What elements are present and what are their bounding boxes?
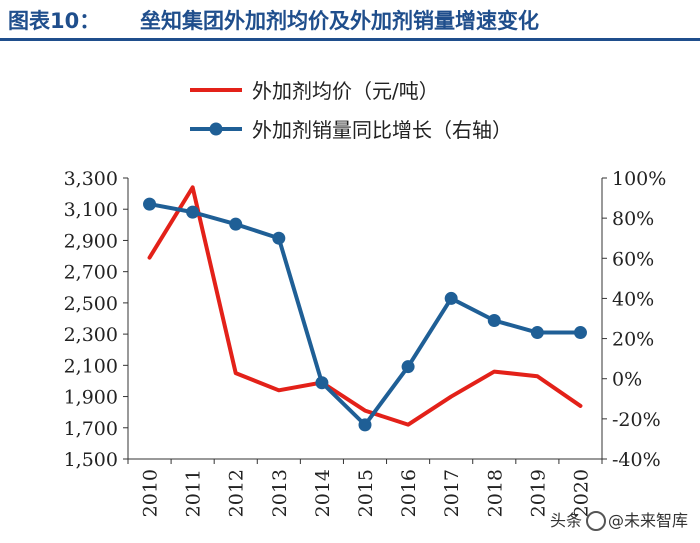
watermark-logo-icon [585, 511, 606, 531]
growth-data-point [272, 231, 286, 245]
x-tick-label: 2011 [183, 469, 205, 517]
right-tick-label: 100% [612, 168, 666, 190]
right-tick-label: 20% [612, 329, 654, 351]
growth-data-point [530, 326, 544, 340]
growth-data-point [401, 360, 415, 374]
series-line-price [147, 185, 583, 427]
watermark-prefix: 头条 [549, 510, 582, 530]
x-tick-label: 2014 [312, 469, 334, 517]
left-tick-label: 2,300 [64, 324, 118, 346]
legend-price-label: 外加剂均价（元/吨） [252, 79, 439, 103]
growth-data-point [229, 217, 243, 231]
figure-title: 垒知集团外加剂均价及外加剂销量增速变化 [140, 9, 539, 33]
left-tick-label: 1,700 [64, 418, 118, 440]
left-tick-label: 2,500 [64, 293, 118, 315]
left-tick-label: 3,100 [64, 199, 118, 221]
x-tick-label: 2017 [441, 469, 463, 517]
left-tick-label: 2,100 [64, 355, 118, 377]
left-tick-label: 2,900 [64, 230, 118, 252]
right-tick-label: -20% [612, 409, 661, 431]
growth-data-point [358, 418, 372, 432]
x-tick-label: 2010 [140, 469, 162, 517]
left-tick-label: 1,500 [64, 449, 118, 471]
legend-growth-label: 外加剂销量同比增长（右轴） [252, 118, 512, 142]
right-tick-label: 40% [612, 288, 654, 310]
figure-header: 图表10： 垒知集团外加剂均价及外加剂销量增速变化 [0, 0, 700, 40]
growth-data-point [444, 291, 458, 305]
x-tick-label: 2015 [355, 469, 377, 517]
right-tick-label: 60% [612, 248, 654, 270]
left-tick-label: 1,900 [64, 387, 118, 409]
growth-data-point [573, 326, 587, 340]
x-tick-label: 2012 [226, 469, 248, 517]
x-tick-label: 2013 [269, 469, 291, 517]
growth-data-point [186, 205, 200, 219]
right-tick-label: 0% [612, 369, 642, 391]
watermark: 头条 @未来智库 [549, 507, 688, 531]
figure-number: 图表10： [8, 9, 101, 33]
left-tick-label: 3,300 [64, 168, 118, 190]
x-tick-label: 2018 [484, 469, 506, 517]
right-tick-label: 80% [612, 208, 654, 230]
x-tick-label: 2016 [398, 469, 420, 517]
left-tick-label: 2,700 [64, 262, 118, 284]
growth-data-point [487, 314, 501, 328]
header-rule [0, 38, 700, 41]
growth-data-point [143, 197, 157, 211]
x-tick-label: 2020 [570, 469, 592, 517]
watermark-handle: @未来智库 [607, 510, 688, 530]
right-tick-label: -40% [612, 449, 661, 471]
legend-growth-marker [209, 122, 223, 136]
growth-data-point [315, 376, 329, 390]
series-line-growth [147, 202, 583, 427]
x-tick-label: 2019 [527, 469, 549, 517]
